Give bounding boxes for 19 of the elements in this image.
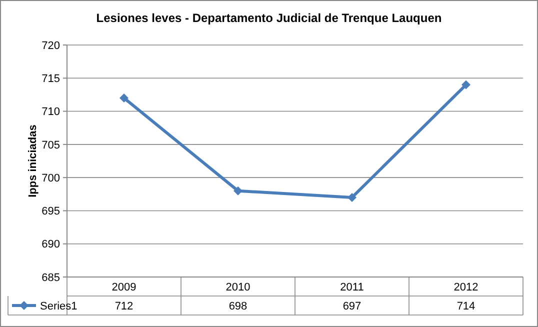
- x-tick-label: 2012: [454, 281, 478, 294]
- y-tick-label: 715: [42, 72, 60, 85]
- y-tick-label: 720: [42, 40, 60, 52]
- x-tick-label: 2010: [226, 281, 250, 294]
- legend-label: Series1: [40, 300, 78, 312]
- y-tick-label: 700: [42, 172, 60, 184]
- data-label: 712: [114, 300, 134, 312]
- chart-title: Lesiones leves - Departamento Judicial de Trenque Lauquen: [96, 11, 442, 25]
- data-label: 714: [456, 300, 476, 312]
- y-tick-label: 685: [42, 272, 60, 284]
- x-tick-label: 2009: [112, 281, 136, 294]
- y-tick-label: 710: [42, 106, 60, 118]
- y-axis-title: Ipps iniciadas: [27, 124, 39, 198]
- data-label: 697: [342, 300, 362, 312]
- y-tick-label: 690: [42, 238, 60, 251]
- x-tick-label: 2011: [340, 281, 364, 294]
- data-label: 698: [228, 300, 248, 312]
- y-tick-label: 705: [42, 139, 60, 152]
- y-tick-label: 695: [42, 206, 60, 218]
